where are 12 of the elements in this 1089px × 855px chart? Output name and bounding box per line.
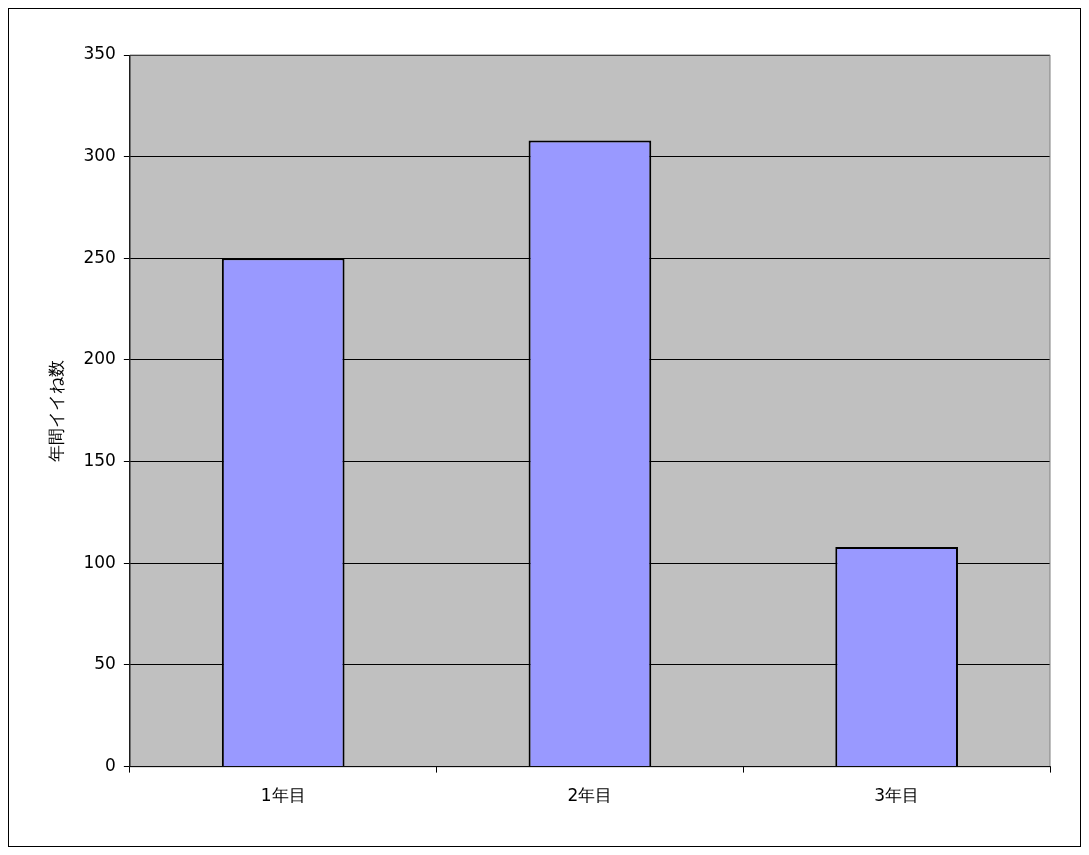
y-axis-title: 年間イイね数	[45, 359, 66, 462]
y-tick-label: 50	[94, 653, 116, 674]
y-tick-label: 100	[83, 551, 116, 572]
y-tick-label: 200	[83, 348, 116, 369]
x-tick-label: 1年目	[260, 785, 306, 806]
y-tick-label: 250	[83, 246, 116, 267]
y-tick-label: 300	[83, 145, 116, 166]
y-tick-label: 350	[83, 43, 116, 64]
x-tick-label: 2年目	[567, 785, 613, 806]
x-tick-label: 3年目	[874, 785, 920, 806]
y-tick-label: 150	[83, 450, 116, 471]
y-tick-label: 0	[105, 755, 116, 776]
